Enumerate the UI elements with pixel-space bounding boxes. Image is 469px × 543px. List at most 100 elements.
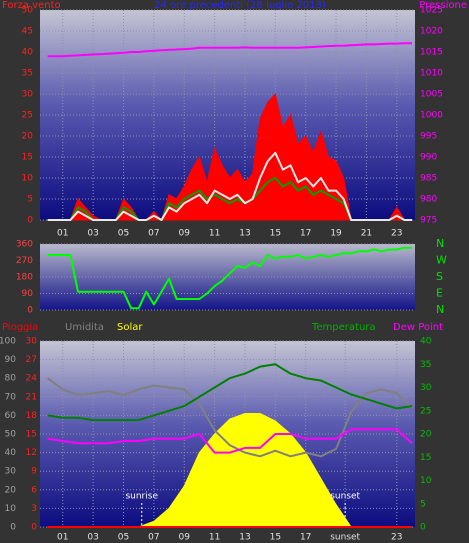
y2-tick-label: 990 xyxy=(420,153,437,163)
x-tick-label: 21 xyxy=(361,229,372,239)
y3-tick-label: 6 xyxy=(31,485,37,495)
x-tick-label: 11 xyxy=(209,229,220,239)
legend-label: Umidita xyxy=(65,322,104,333)
y3-tick-label: 15 xyxy=(26,430,37,440)
y3-tick-label: 12 xyxy=(26,448,37,458)
y2-tick-label: 1010 xyxy=(420,69,443,79)
x-tick-label: 15 xyxy=(270,533,281,543)
x-tick-label: 07 xyxy=(148,229,159,239)
y-tick-label: 5 xyxy=(27,195,33,205)
y2-tick-label: N xyxy=(436,237,444,250)
y-tick-label: 40 xyxy=(5,448,17,458)
y-tick-label: 180 xyxy=(16,273,33,283)
y3-tick-label: 27 xyxy=(26,355,37,365)
y-tick-label: 25 xyxy=(22,111,33,121)
y2-tick-label: 10 xyxy=(420,476,432,486)
y-tick-label: 45 xyxy=(22,27,33,37)
y-tick-label: 50 xyxy=(5,430,17,440)
y-tick-label: 50 xyxy=(22,6,34,16)
legend-label: Solar xyxy=(117,322,143,333)
y-tick-label: 90 xyxy=(5,355,17,365)
x-tick-label: 17 xyxy=(300,229,311,239)
x-tick-label: 11 xyxy=(209,533,220,543)
y-tick-label: 0 xyxy=(27,306,33,316)
y-tick-label: 0 xyxy=(27,216,33,226)
y2-tick-label: N xyxy=(436,303,444,316)
x-tick-label: 13 xyxy=(239,533,250,543)
y2-tick-label: 995 xyxy=(420,132,437,142)
y2-axis-label: Pressione xyxy=(419,0,467,11)
y3-tick-label: 21 xyxy=(26,392,37,402)
y-tick-label: 35 xyxy=(22,69,33,79)
y-tick-label: 70 xyxy=(5,392,17,402)
series-line xyxy=(47,428,413,454)
series-line xyxy=(47,363,413,422)
y3-tick-label: 18 xyxy=(26,411,38,421)
y2-tick-label: 980 xyxy=(420,195,437,205)
x-tick-label: 19 xyxy=(330,229,342,239)
annotation-label: sunset xyxy=(330,492,360,502)
y2-tick-label: E xyxy=(436,287,443,300)
y3-tick-label: 0 xyxy=(31,523,37,533)
y2-tick-label: 15 xyxy=(420,453,431,463)
legend-label: Temperatura xyxy=(311,322,376,333)
y2-tick-label: 20 xyxy=(420,430,432,440)
y2-tick-label: 40 xyxy=(420,337,432,347)
y2-tick-label: 1005 xyxy=(420,90,443,100)
series-line xyxy=(47,377,413,458)
x-tick-label: 23 xyxy=(391,533,402,543)
y-tick-label: 270 xyxy=(16,256,33,266)
y-tick-label: 10 xyxy=(5,504,17,514)
y-tick-label: 80 xyxy=(5,374,17,384)
series-line xyxy=(47,151,412,221)
y-tick-label: 10 xyxy=(22,174,34,184)
x-tick-label: 07 xyxy=(148,533,159,543)
y2-tick-label: S xyxy=(436,270,443,283)
y2-tick-label: 0 xyxy=(420,523,426,533)
y2-tick-label: 975 xyxy=(420,216,437,226)
x-tick-label: 01 xyxy=(57,229,68,239)
y2-tick-label: 1015 xyxy=(420,48,443,58)
y3-tick-label: 9 xyxy=(31,467,37,477)
y-tick-label: 20 xyxy=(22,132,34,142)
y-tick-label: 90 xyxy=(22,289,34,299)
x-tick-label: 15 xyxy=(270,229,281,239)
x-tick-label: 05 xyxy=(118,533,129,543)
y3-tick-label: 30 xyxy=(26,337,38,347)
y2-tick-label: 1020 xyxy=(420,27,443,37)
legend-label: Pioggia xyxy=(2,322,38,333)
y2-tick-label: 5 xyxy=(420,499,426,509)
y-tick-label: 15 xyxy=(22,153,33,163)
y2-tick-label: 1025 xyxy=(420,6,443,16)
x-tick-label: 17 xyxy=(300,533,311,543)
y-tick-label: 40 xyxy=(22,48,34,58)
y3-tick-label: 24 xyxy=(26,374,38,384)
legend-label: Dew Point xyxy=(393,322,443,333)
y2-tick-label: 1000 xyxy=(420,111,443,121)
x-tick-label: sunset xyxy=(330,533,360,543)
y2-tick-label: 25 xyxy=(420,406,431,416)
x-tick-label: 13 xyxy=(239,229,250,239)
x-tick-label: 23 xyxy=(391,229,402,239)
y-tick-label: 30 xyxy=(5,467,17,477)
y2-tick-label: W xyxy=(436,254,447,267)
y-axis-label: Forza vento xyxy=(2,0,61,11)
series-line xyxy=(47,42,412,58)
y3-tick-label: 3 xyxy=(31,504,37,514)
chart-title: 24 ore precedenti (28 luglio 2013) xyxy=(154,0,326,11)
y-tick-label: 60 xyxy=(5,411,17,421)
y-tick-label: 20 xyxy=(5,485,17,495)
y2-tick-label: 30 xyxy=(420,383,432,393)
y-tick-label: 100 xyxy=(0,337,16,347)
x-tick-label: 09 xyxy=(179,229,191,239)
x-tick-label: 03 xyxy=(87,229,98,239)
y2-tick-label: 985 xyxy=(420,174,437,184)
y-tick-label: 360 xyxy=(16,240,33,250)
x-tick-label: 03 xyxy=(87,533,98,543)
x-tick-label: 05 xyxy=(118,229,129,239)
y-tick-label: 30 xyxy=(22,90,34,100)
x-tick-label: 09 xyxy=(179,533,191,543)
series-line xyxy=(47,246,412,310)
